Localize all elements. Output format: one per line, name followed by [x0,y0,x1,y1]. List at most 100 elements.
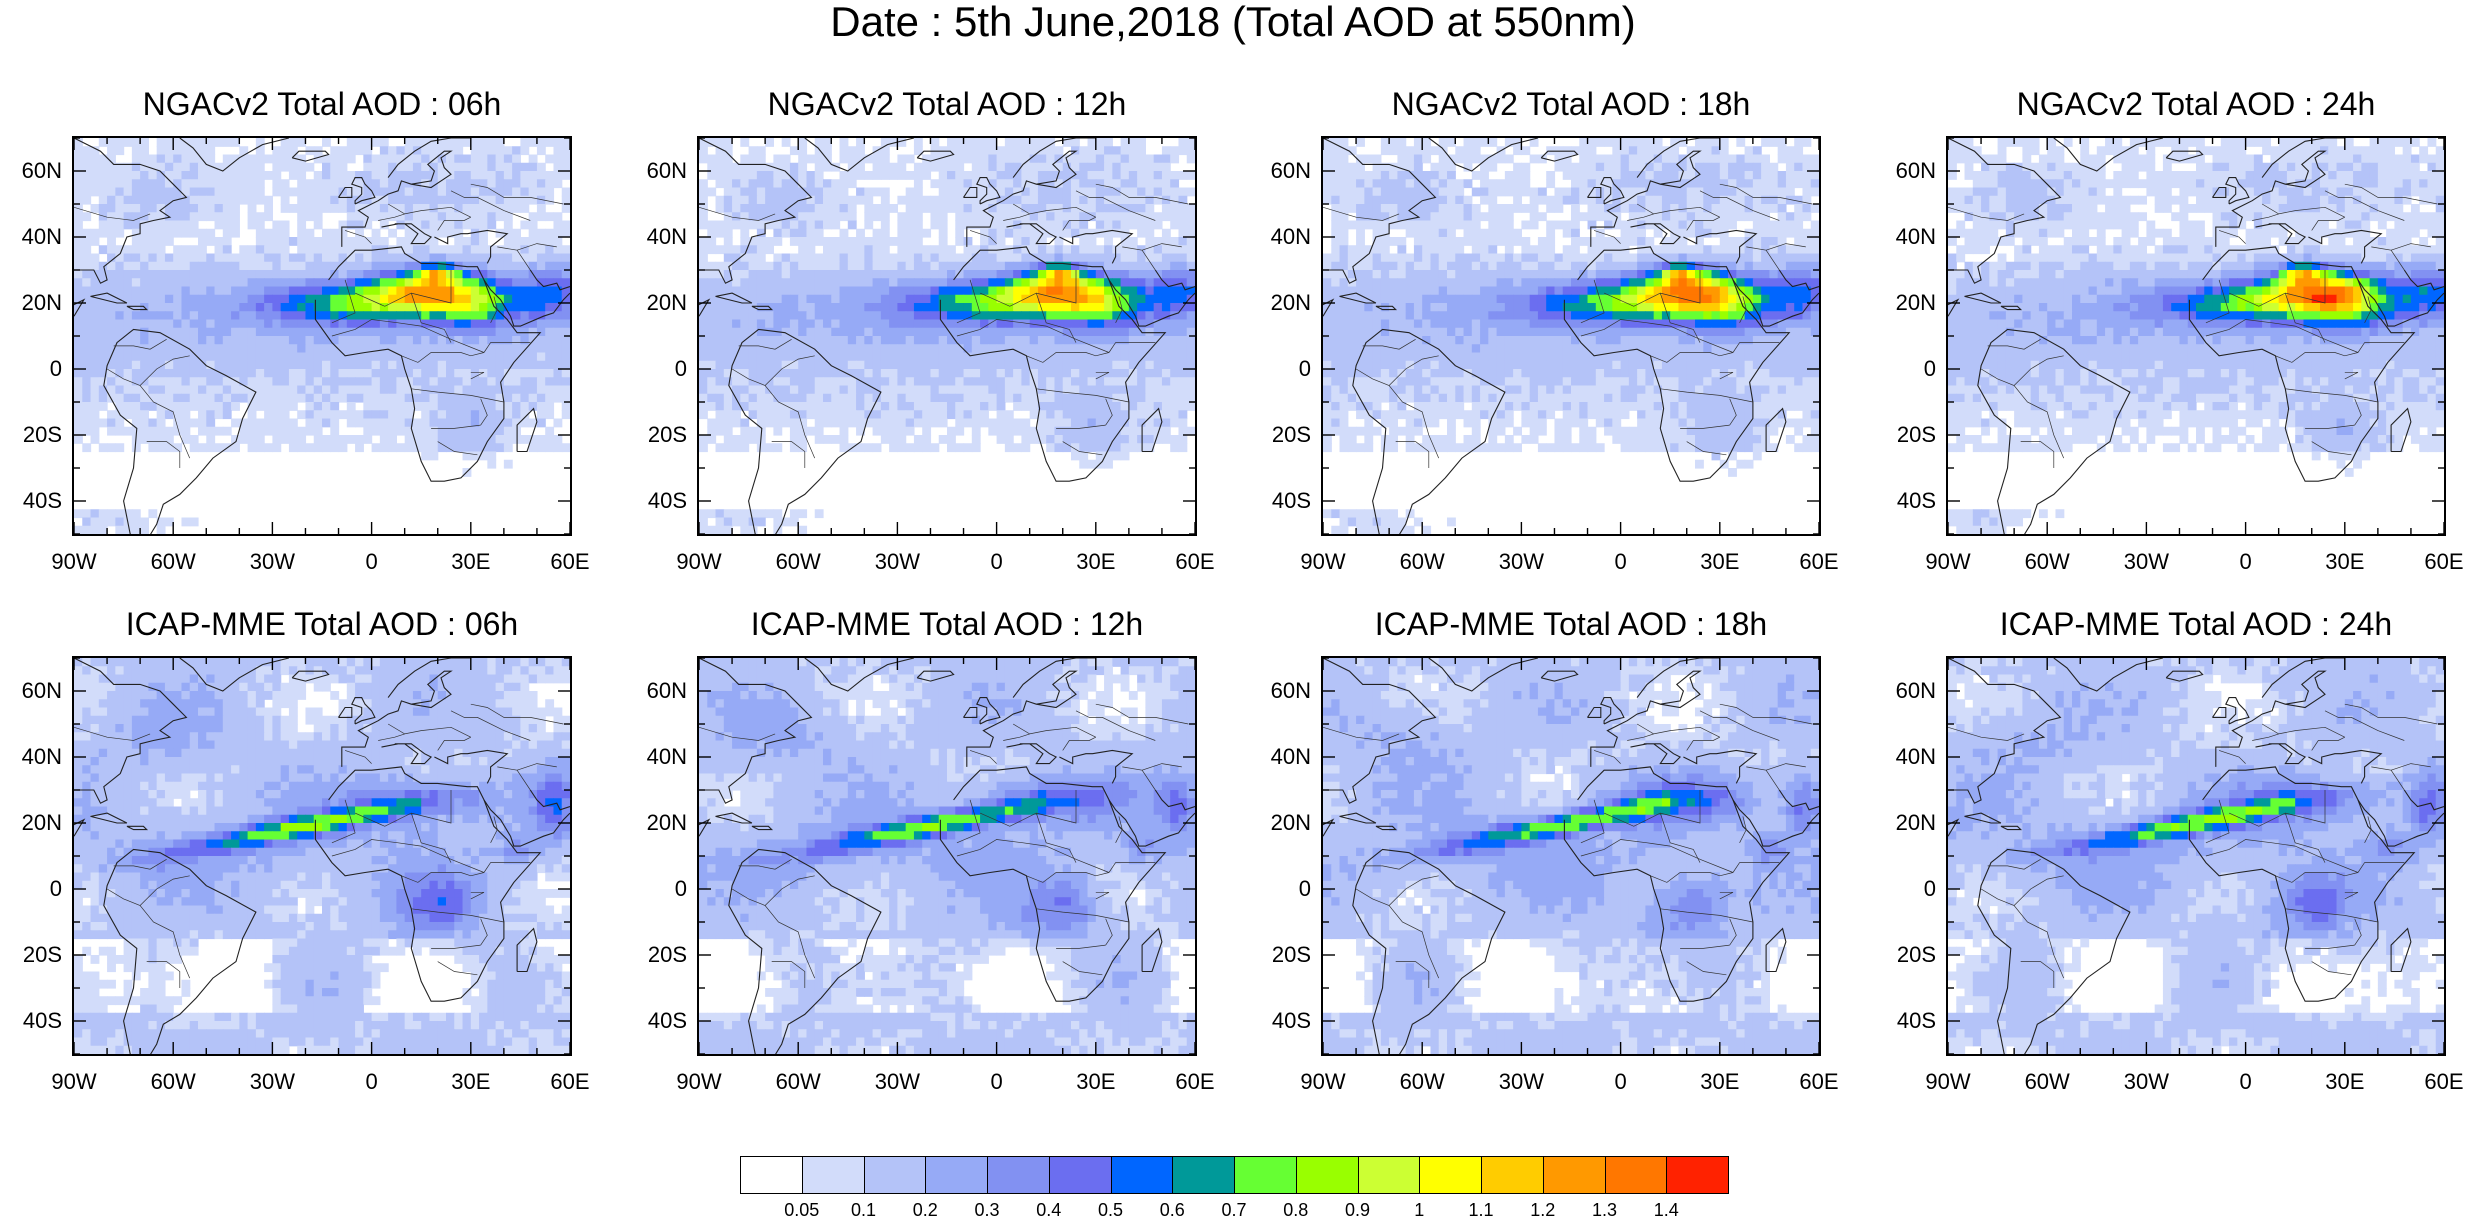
lat-tick-label: 40S [0,489,62,513]
lat-tick-label: 40N [1866,745,1936,769]
lon-tick-label: 90W [1283,550,1363,574]
map-plot-area [697,136,1197,536]
map-panel: NGACv2 Total AOD : 24h 60N 40N 20N 0 20S 40S 90… [1896,84,2464,624]
lat-tick-label: 20N [1866,291,1936,315]
lon-tick-label: 90W [1908,550,1988,574]
aod-field [74,138,570,534]
lat-tick-label: 60N [0,159,62,183]
country-borders [1323,183,1813,468]
lon-tick-label: 30W [1481,1070,1561,1094]
aod-map [1323,138,1819,534]
colorbar-label: 1.4 [1636,1200,1696,1220]
country-borders [1948,703,2438,988]
lat-tick-label: 0 [0,357,62,381]
lat-tick-label: 0 [1866,877,1936,901]
lon-tick-label: 0 [332,550,412,574]
panel-title: ICAP-MME Total AOD : 06h [72,604,572,644]
lon-tick-label: 30W [2106,1070,2186,1094]
lat-tick-label: 60N [617,679,687,703]
colorbar-swatch [1481,1156,1544,1194]
coastlines [1323,138,1819,534]
map-panel: NGACv2 Total AOD : 18h 60N 40N 20N 0 20S 40S 90… [1271,84,1839,624]
aod-map [699,138,1195,534]
lon-tick-label: 60W [2007,1070,2087,1094]
lat-tick-label: 40S [1866,489,1936,513]
lat-tick-label: 40S [617,489,687,513]
map-panel: ICAP-MME Total AOD : 12h 60N 40N 20N 0 20S 40S… [647,604,1215,1144]
lon-tick-label: 0 [2206,550,2286,574]
map-plot-area [72,656,572,1056]
lat-tick-label: 40S [1866,1009,1936,1033]
map-plot-area [1946,136,2446,536]
lon-tick-label: 0 [332,1070,412,1094]
axis-ticks [699,138,1195,534]
lat-tick-label: 40N [1866,225,1936,249]
lon-tick-label: 60E [1779,550,1859,574]
colorbar-swatch [1542,1156,1606,1194]
coastlines [699,658,1195,1054]
lat-tick-label: 60N [617,159,687,183]
panel-title: ICAP-MME Total AOD : 18h [1321,604,1821,644]
colorbar-label: 1.3 [1575,1200,1635,1220]
map-panel: NGACv2 Total AOD : 06h 60N 40N 20N 0 20S 40S 90… [22,84,590,624]
panel-title: NGACv2 Total AOD : 06h [72,84,572,124]
lon-tick-label: 30W [1481,550,1561,574]
colorbar-swatch [925,1156,988,1194]
axis-ticks [1948,658,2444,1054]
aod-field [1323,658,1819,1054]
lat-tick-label: 20S [1866,423,1936,447]
axis-ticks [1948,138,2444,534]
map-plot-area [697,656,1197,1056]
lon-tick-label: 90W [659,550,739,574]
lon-tick-label: 30E [1680,1070,1760,1094]
lat-tick-label: 40S [1241,1009,1311,1033]
lat-tick-label: 0 [0,877,62,901]
lat-tick-label: 20S [617,943,687,967]
colorbar-label: 0.6 [1142,1200,1202,1220]
aod-field [1948,658,2444,1054]
panel-title: NGACv2 Total AOD : 24h [1946,84,2446,124]
lat-tick-label: 20S [617,423,687,447]
panel-title: NGACv2 Total AOD : 18h [1321,84,1821,124]
coastlines [74,658,570,1054]
panel-title: ICAP-MME Total AOD : 12h [697,604,1197,644]
lat-tick-label: 20N [1866,811,1936,835]
lon-tick-label: 0 [2206,1070,2286,1094]
lat-tick-label: 40N [0,225,62,249]
lon-tick-label: 30W [857,1070,937,1094]
colorbar-swatch [1604,1156,1668,1194]
colorbar: 0.05 0.1 0.2 0.3 0.4 0.5 0.6 0.7 0.8 0.9 1 1.1 1.2 1.… [740,1156,1729,1222]
country-borders [74,183,564,468]
lon-tick-label: 30E [1056,550,1136,574]
lon-tick-label: 30E [431,1070,511,1094]
lon-tick-label: 30W [2106,550,2186,574]
lon-tick-label: 60W [133,550,213,574]
map-plot-area [1321,656,1821,1056]
lat-tick-label: 60N [1866,159,1936,183]
lat-tick-label: 60N [1241,679,1311,703]
aod-map [1948,138,2444,534]
colorbar-swatch [1172,1156,1235,1194]
lon-tick-label: 30W [232,1070,312,1094]
lat-tick-label: 40S [0,1009,62,1033]
colorbar-label: 0.2 [895,1200,955,1220]
lat-tick-label: 40N [617,745,687,769]
colorbar-swatch [1419,1156,1482,1194]
aod-field [699,138,1195,534]
aod-map [1323,658,1819,1054]
colorbar-swatch [1048,1156,1112,1194]
lon-tick-label: 60E [530,550,610,574]
lat-tick-label: 0 [617,877,687,901]
axis-ticks [74,138,570,534]
map-plot-area [72,136,572,536]
lon-tick-label: 90W [659,1070,739,1094]
colorbar-swatch [801,1156,865,1194]
lon-tick-label: 30W [232,550,312,574]
lat-tick-label: 0 [1241,357,1311,381]
lat-tick-label: 20S [1866,943,1936,967]
colorbar-label: 0.4 [1019,1200,1079,1220]
lat-tick-label: 40N [0,745,62,769]
map-panel: ICAP-MME Total AOD : 18h 60N 40N 20N 0 20S 40S… [1271,604,1839,1144]
lon-tick-label: 60E [2404,550,2466,574]
lat-tick-label: 0 [617,357,687,381]
